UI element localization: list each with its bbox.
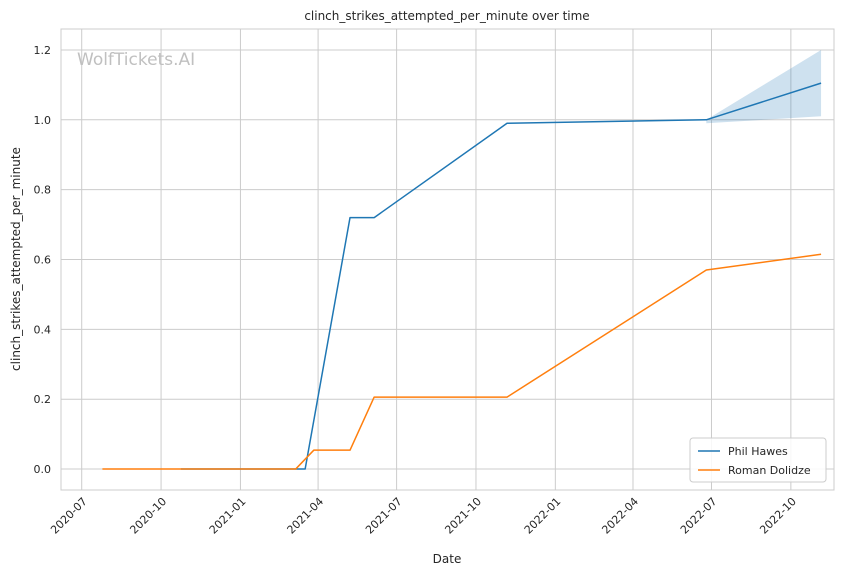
y-axis-label: clinch_strikes_attempted_per_minute (9, 147, 23, 371)
confidence-bands (706, 49, 822, 124)
legend: Phil Hawes Roman Dolidze (689, 437, 827, 483)
x-axis-label: Date (433, 552, 462, 566)
legend-label: Phil Hawes (728, 445, 788, 458)
plot-area-frame (60, 28, 835, 491)
y-tick-label: 1.0 (34, 114, 52, 127)
y-tick-label: 0.8 (34, 184, 52, 197)
y-tick-label: 0.6 (34, 254, 52, 267)
y-axis-ticks: 0.0 0.2 0.4 0.6 0.8 1.0 1.2 (34, 44, 52, 476)
y-tick-label: 1.2 (34, 44, 52, 57)
y-tick-label: 0.0 (34, 463, 52, 476)
series-lines (102, 82, 822, 470)
series-line (180, 82, 822, 470)
chart-title: clinch_strikes_attempted_per_minute over… (304, 9, 589, 23)
confidence-band (706, 49, 822, 124)
y-tick-label: 0.4 (34, 323, 52, 336)
legend-label: Roman Dolidze (728, 464, 811, 477)
watermark: WolfTickets.AI (77, 50, 195, 70)
y-tick-label: 0.2 (34, 393, 52, 406)
legend-box (689, 437, 827, 483)
gridlines (61, 29, 834, 490)
series-line (102, 253, 822, 470)
